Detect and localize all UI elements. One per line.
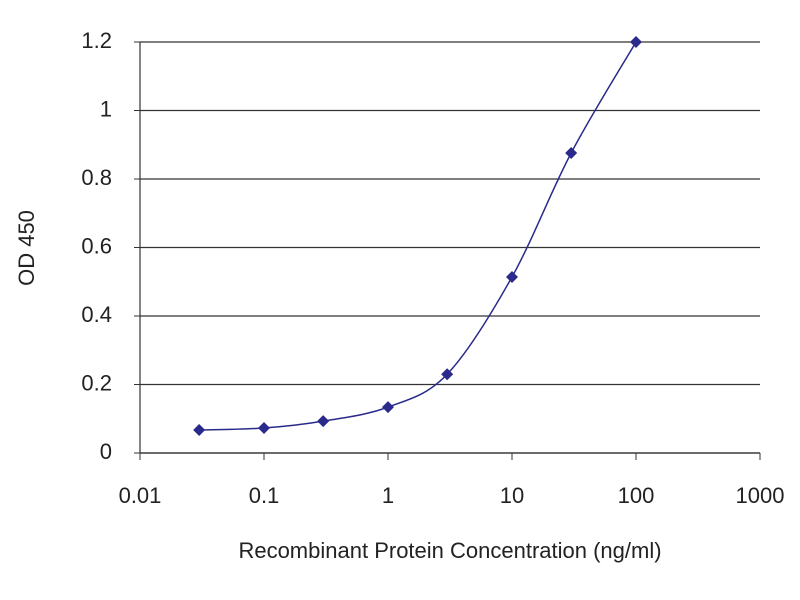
x-tick-label: 100 [618,483,655,508]
point [382,401,394,414]
point [441,368,454,381]
x-tick-label: 0.1 [249,483,280,508]
point [565,146,578,159]
y-tick-label: 0.4 [81,302,112,327]
x-tick-label: 10 [500,483,524,508]
x-tick-label: 0.01 [119,483,162,508]
y-axis-label: OD 450 [14,210,39,286]
y-tick-label: 0.2 [81,370,112,395]
y-tick-label: 0.8 [81,165,112,190]
y-tick-label: 1.2 [81,28,112,53]
point [506,270,518,283]
y-tick-label: 1 [100,96,112,121]
point [317,415,330,428]
point [630,36,642,48]
y-tick-label: 0 [100,439,112,464]
x-tick-label: 1 [382,483,394,508]
point [258,421,270,434]
x-axis-label: Recombinant Protein Concentration (ng/ml… [238,538,661,563]
x-tick-label: 1000 [736,483,785,508]
point [193,424,206,437]
y-tick-label: 0.6 [81,233,112,258]
curve [199,41,637,431]
